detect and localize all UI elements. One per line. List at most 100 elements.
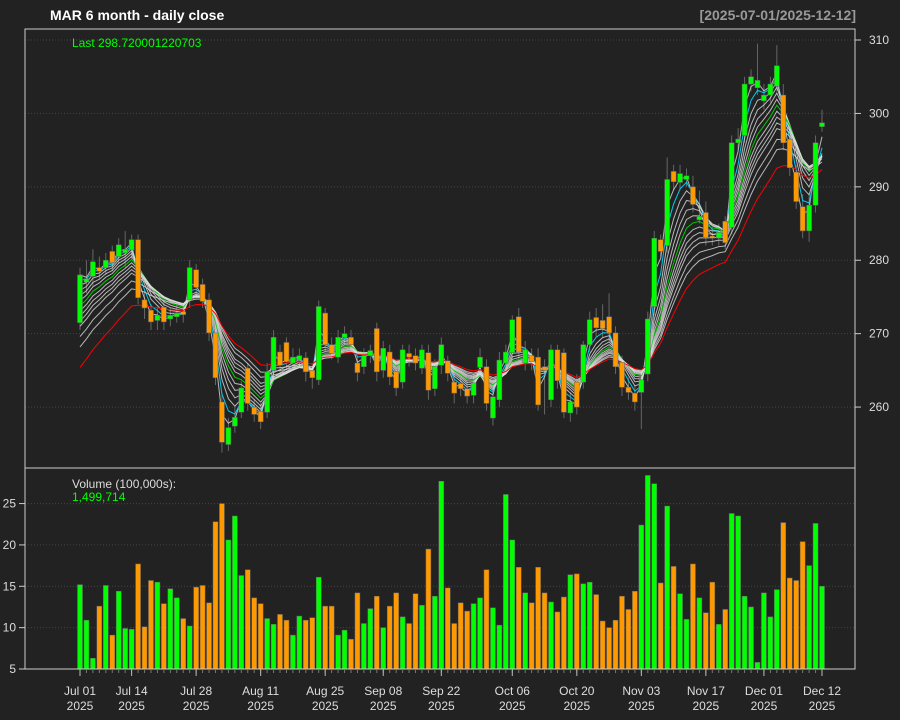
- candle-body: [380, 348, 387, 371]
- candle-body: [296, 355, 303, 361]
- volume-bar: [374, 595, 380, 670]
- x-axis-label: Dec 01: [745, 684, 783, 698]
- volume-bar: [509, 539, 516, 670]
- candle-body: [148, 309, 154, 323]
- candle-body: [793, 171, 799, 202]
- candle-body: [593, 317, 599, 329]
- price-axis-label: 260: [869, 400, 889, 414]
- volume-bar: [399, 616, 406, 670]
- volume-bar: [283, 619, 290, 670]
- volume-axis-label: 25: [3, 497, 17, 511]
- candle-body: [496, 359, 503, 400]
- volume-bar: [315, 576, 322, 670]
- volume-bar: [328, 605, 335, 670]
- price-axis-label: 300: [869, 106, 889, 120]
- volume-bar: [361, 623, 367, 670]
- candle-body: [606, 316, 612, 334]
- candle-body: [632, 392, 638, 403]
- candle-body: [393, 371, 399, 389]
- x-axis-label: Oct 20: [559, 684, 595, 698]
- volume-bar: [148, 580, 154, 670]
- volume-bar: [232, 515, 238, 670]
- volume-bar: [309, 617, 316, 670]
- x-axis-label: Sep 08: [364, 684, 402, 698]
- candle-body: [251, 406, 257, 415]
- volume-bar: [290, 634, 296, 670]
- candle-body: [199, 284, 206, 302]
- volume-bar: [748, 606, 754, 670]
- volume-bar: [638, 524, 645, 670]
- x-axis-year: 2025: [751, 699, 778, 713]
- volume-bar: [438, 480, 445, 670]
- candle-body: [277, 351, 283, 366]
- volume-bar: [561, 596, 567, 670]
- candle-body: [586, 319, 593, 345]
- volume-bar: [728, 513, 735, 670]
- volume-bar: [761, 592, 767, 670]
- candle-body: [819, 122, 825, 127]
- candle-body: [406, 353, 412, 358]
- volume-bar: [606, 627, 612, 670]
- chart-title: MAR 6 month - daily close: [50, 7, 224, 23]
- candle-body: [212, 332, 219, 378]
- volume-bar: [593, 594, 599, 670]
- volume-bar: [786, 577, 793, 670]
- candle-body: [122, 248, 128, 254]
- volume-bar: [541, 592, 548, 670]
- candle-body: [193, 269, 199, 288]
- volume-bar: [128, 629, 135, 670]
- x-axis-label: Nov 17: [687, 684, 725, 698]
- candle-body: [716, 232, 722, 239]
- candle-body: [806, 204, 812, 232]
- candle-body: [509, 319, 516, 353]
- candle-body: [225, 427, 232, 445]
- volume-last-value: 1,499,714: [72, 490, 126, 504]
- volume-bar: [619, 595, 625, 670]
- volume-bar: [322, 605, 328, 670]
- candle-body: [412, 355, 419, 364]
- volume-bar: [83, 619, 90, 670]
- candle-body: [690, 186, 696, 205]
- x-axis-label: Aug 25: [306, 684, 344, 698]
- candle-body: [438, 344, 445, 366]
- volume-bar: [303, 619, 309, 670]
- candle-body: [90, 261, 96, 277]
- volume-bar: [219, 503, 225, 670]
- volume-bar: [457, 602, 464, 670]
- volume-bar: [477, 597, 483, 670]
- x-axis-label: Oct 06: [495, 684, 531, 698]
- candle-body: [774, 65, 780, 87]
- candle-body: [683, 175, 690, 180]
- candle-body: [657, 239, 664, 252]
- volume-bar: [464, 610, 470, 670]
- volume-bar: [599, 620, 606, 670]
- candle-body: [309, 370, 316, 378]
- candle-body: [503, 351, 509, 364]
- volume-axis-label: 15: [3, 579, 17, 593]
- candle-body: [580, 344, 587, 383]
- volume-bar: [180, 618, 186, 670]
- volume-bar: [515, 567, 522, 670]
- candle-body: [83, 278, 90, 283]
- candle-body: [174, 312, 180, 318]
- volume-bar: [528, 602, 535, 670]
- volume-bar: [135, 563, 141, 670]
- volume-bar: [103, 585, 109, 670]
- candle-body: [109, 251, 116, 263]
- candle-body: [515, 316, 522, 353]
- volume-bar: [277, 614, 283, 670]
- volume-bar: [109, 634, 116, 670]
- candle-body: [464, 388, 470, 397]
- x-axis-year: 2025: [183, 699, 210, 713]
- volume-bar: [567, 574, 574, 670]
- candle-body: [115, 244, 122, 257]
- x-axis-label: Sep 22: [422, 684, 460, 698]
- volume-bar: [793, 580, 799, 670]
- x-axis-label: Jul 14: [116, 684, 148, 698]
- candle-body: [186, 267, 193, 301]
- volume-bar: [683, 619, 690, 670]
- volume-bar: [645, 475, 651, 670]
- volume-bar: [754, 662, 761, 670]
- candle-body: [354, 362, 361, 373]
